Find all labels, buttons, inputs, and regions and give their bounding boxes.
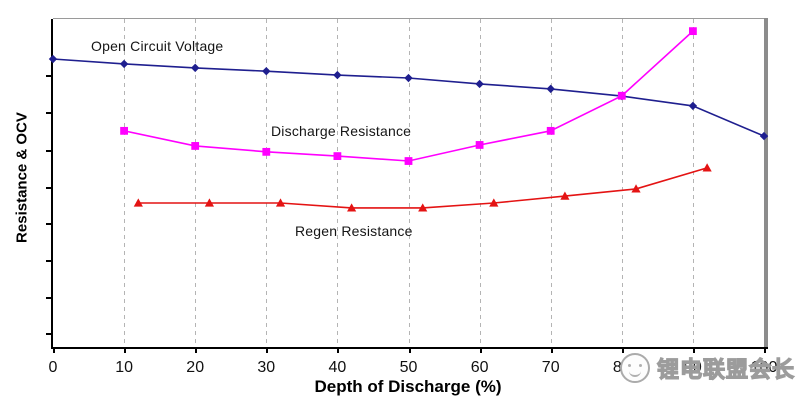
plot-area: Open Circuit Voltage Discharge Resistanc… (48, 19, 769, 347)
x-axis-tick (764, 347, 766, 353)
watermark-logo-mouth (629, 368, 641, 377)
x-axis-tick (53, 347, 55, 353)
x-axis-tick (124, 347, 127, 353)
x-axis-tick (479, 347, 482, 353)
x-tick-label: 70 (541, 359, 560, 376)
x-tick-label: 50 (399, 359, 418, 376)
triangle-marker (702, 163, 712, 172)
vertical-gridline (337, 19, 339, 347)
x-tick-label: 60 (470, 359, 489, 376)
diamond-marker (759, 131, 769, 141)
series-svg (48, 27, 769, 212)
diamond-marker (119, 59, 129, 69)
watermark-logo-eye (628, 364, 631, 367)
y-axis-tick (46, 112, 52, 114)
series-line (138, 167, 708, 209)
x-axis-tick (266, 347, 269, 353)
vertical-gridline (195, 19, 197, 347)
plot-border-right (764, 18, 768, 349)
triangle-marker (631, 184, 641, 193)
triangle-marker (204, 198, 215, 207)
watermark-logo-icon (620, 353, 650, 383)
x-tick-label: 10 (115, 359, 133, 376)
y-axis-tick (46, 150, 52, 152)
diamond-marker (333, 70, 342, 80)
square-marker (617, 91, 626, 100)
watermark: 锂电联盟会长 (620, 350, 795, 386)
diamond-marker (404, 73, 413, 83)
plot-border-top (53, 18, 768, 19)
vertical-gridline (621, 19, 623, 347)
x-axis-tick (550, 347, 553, 353)
vertical-gridline (266, 19, 268, 347)
y-axis-tick (46, 187, 52, 189)
watermark-logo-eye (639, 364, 642, 367)
square-marker (333, 152, 342, 161)
diamond-marker (688, 101, 698, 111)
diamond-marker (191, 63, 200, 73)
triangle-marker (418, 203, 428, 212)
watermark-text: 锂电联盟会长 (656, 356, 796, 382)
square-marker (120, 126, 128, 135)
vertical-gridline (408, 19, 410, 347)
x-tick-label: 90 (683, 359, 702, 376)
y-axis-tick (46, 297, 52, 299)
y-axis-tick (46, 260, 52, 262)
triangle-marker (560, 191, 570, 200)
vertical-gridline (479, 19, 481, 347)
x-axis-tick (337, 347, 340, 353)
vertical-gridline (550, 19, 552, 347)
vertical-gridline (692, 19, 694, 347)
x-axis-tick (621, 347, 624, 353)
y-axis-tick (46, 75, 52, 77)
x-tick-label: 20 (186, 359, 205, 376)
series-label-open-circuit-voltage: Open Circuit Voltage (91, 38, 224, 54)
diamond-marker (546, 84, 555, 94)
vertical-gridline (124, 19, 126, 347)
square-marker (546, 126, 555, 135)
x-tick-label: 100 (750, 359, 778, 376)
triangle-marker (347, 203, 357, 212)
y-axis-tick (46, 333, 52, 335)
series-label-regen-resistance: Regen Resistance (295, 223, 413, 239)
x-tick-label: 40 (328, 359, 347, 376)
triangle-marker (489, 198, 499, 207)
triangle-marker (133, 198, 143, 207)
x-axis-tick (408, 347, 411, 353)
y-axis-line (51, 19, 53, 349)
series-label-discharge-resistance: Discharge Resistance (271, 123, 412, 139)
x-tick-label: 30 (257, 359, 276, 376)
x-axis-tick (195, 347, 198, 353)
square-marker (191, 142, 200, 150)
triangle-marker (275, 198, 286, 207)
square-marker (262, 147, 271, 156)
square-marker (689, 27, 697, 36)
y-axis-title: Resistance & OCV (13, 112, 31, 243)
x-axis-tick (692, 347, 695, 353)
square-marker (404, 157, 413, 165)
y-axis-tick (46, 223, 52, 225)
diamond-marker (475, 79, 484, 89)
square-marker (475, 141, 484, 149)
x-axis-title: Depth of Discharge (%) (314, 377, 502, 396)
diamond-marker (262, 66, 271, 76)
diamond-marker (48, 54, 58, 64)
x-tick-label: 0 (48, 359, 58, 376)
